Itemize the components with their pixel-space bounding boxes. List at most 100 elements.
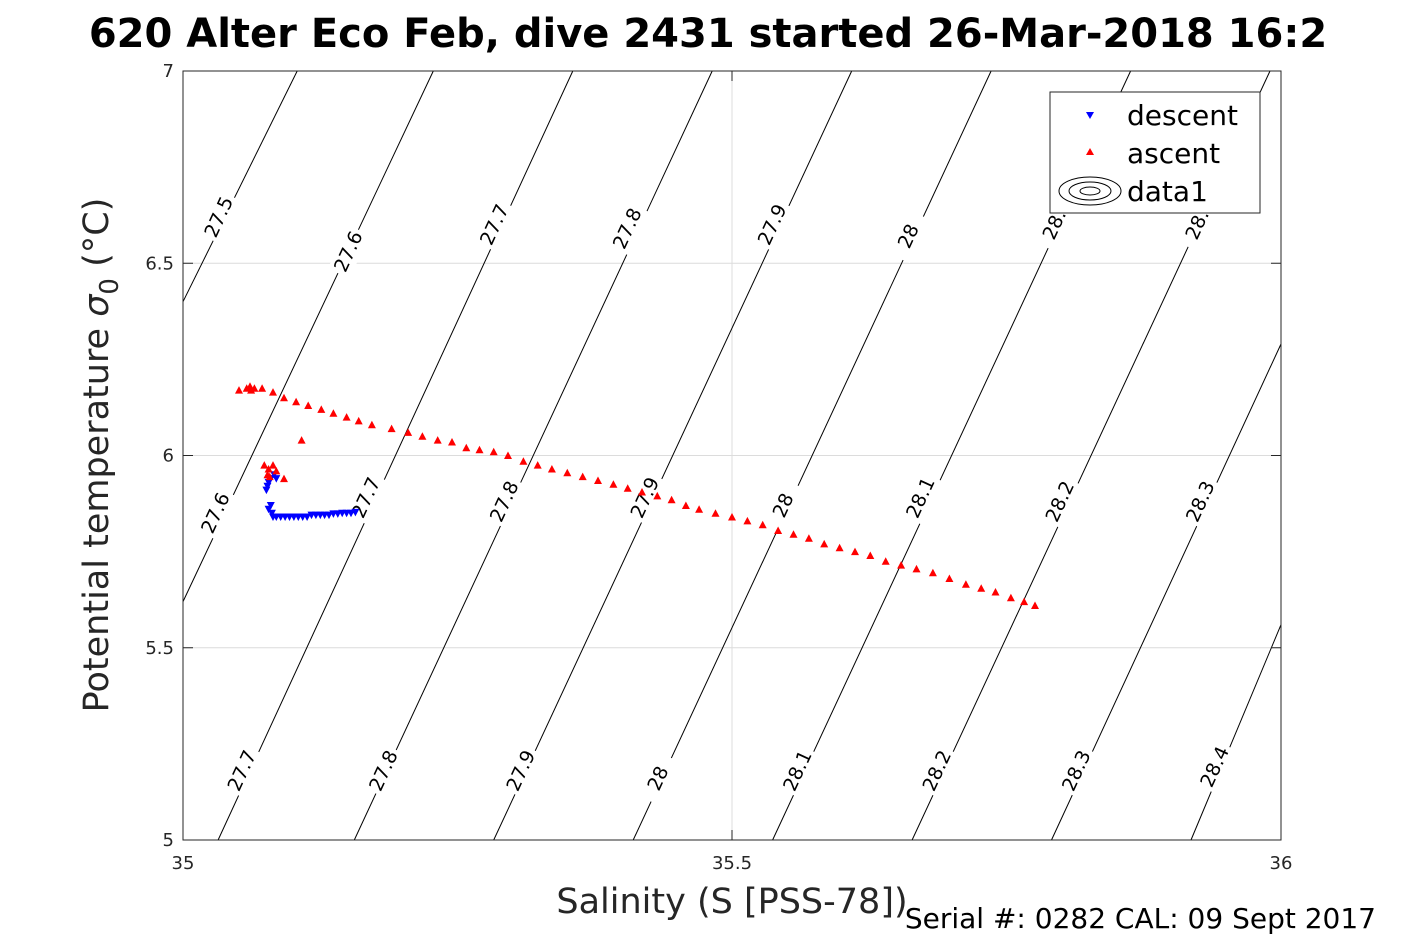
y-tick-label-4: 7 — [163, 61, 174, 82]
contour-label-bg — [221, 743, 264, 798]
ascent-point-62 — [272, 466, 281, 475]
descent-point-3 — [272, 475, 281, 483]
contour-line-0 — [182, 70, 298, 302]
ascent-point-13 — [354, 416, 363, 425]
legend-contour-icon — [1058, 176, 1122, 206]
ascent-point-34 — [667, 495, 676, 504]
contour-label-bg — [500, 743, 543, 798]
descent-point-5 — [263, 482, 272, 491]
ascent-point-1 — [242, 384, 251, 392]
contour-label-bg — [899, 470, 942, 525]
ascent-point-4 — [250, 384, 259, 392]
legend-ascent-marker — [1086, 148, 1094, 155]
ascent-point-28 — [578, 472, 587, 481]
ascent-point-44 — [820, 539, 829, 548]
ascent-point-51 — [928, 568, 937, 577]
legend-descent-marker — [1086, 112, 1094, 119]
ascent-point-45 — [835, 543, 844, 552]
y-tick-label-1: 5.5 — [145, 638, 174, 659]
ascent-point-8 — [292, 397, 301, 406]
y-axis-label-unit: (°C) — [77, 198, 117, 267]
contour-label-bg — [624, 470, 667, 525]
contour-label-bg — [762, 478, 805, 533]
ascent-point-46 — [851, 547, 859, 556]
ascent-point-50 — [912, 564, 921, 573]
ascent-point-15 — [387, 424, 396, 433]
ascent-point-49 — [897, 561, 906, 569]
ascent-point-41 — [774, 526, 783, 534]
legend-box — [1049, 91, 1261, 214]
ascent-point-60 — [264, 465, 273, 473]
ascent-point-64 — [263, 470, 272, 479]
ascent-point-24 — [519, 457, 528, 465]
ascent-point-56 — [1006, 593, 1015, 602]
ascent-point-47 — [866, 551, 875, 559]
ascent-point-54 — [977, 584, 986, 592]
ascent-point-5 — [258, 384, 267, 392]
contour-line-3 — [353, 70, 713, 841]
ascent-point-33 — [653, 491, 662, 500]
ascent-point-12 — [342, 413, 351, 421]
descent-series — [262, 471, 360, 521]
ascent-point-18 — [433, 436, 442, 444]
ascent-point-11 — [329, 409, 338, 417]
ascent-point-21 — [475, 445, 484, 454]
ascent-point-23 — [504, 451, 512, 459]
contour-labels: 27.527.627.7 27.8 27.9 28 28. 28.27.6 27.7 27.8… — [194, 190, 1237, 806]
legend-descent-label: descent — [1127, 99, 1238, 132]
ascent-point-59 — [260, 461, 269, 469]
y-tick-label-2: 6 — [163, 446, 174, 467]
contour-label-bg — [637, 751, 680, 806]
legend-data1-label: data1 — [1127, 175, 1208, 208]
ascent-point-40 — [758, 520, 767, 529]
x-axis-ticks: 35 35.5 36 — [172, 71, 1293, 874]
contour-label-bg — [198, 190, 241, 244]
contour-label-bg — [887, 209, 930, 264]
contour-label-1: 27.6 — [327, 224, 370, 279]
contour-label-bg — [1194, 740, 1237, 794]
x-axis-label: Salinity (S [PSS-78]) — [556, 882, 907, 922]
contour-label-bg — [1039, 474, 1082, 529]
ascent-point-0 — [235, 386, 243, 394]
ascent-point-48 — [881, 557, 890, 565]
ascent-point-35 — [681, 501, 690, 509]
ascent-point-29 — [594, 476, 602, 484]
contour-label-bg — [916, 743, 959, 798]
ascent-point-58 — [1031, 601, 1039, 609]
contour-label-bg — [473, 197, 516, 252]
chart-title: 620 Alter Eco Feb, dive 2431 started 26-… — [89, 11, 1327, 57]
ascent-point-66 — [297, 436, 306, 444]
ascent-point-55 — [991, 588, 1000, 596]
ascent-point-22 — [489, 447, 498, 456]
ascent-point-6 — [269, 388, 277, 396]
x-tick-label-2: 36 — [1270, 853, 1293, 874]
contour-label-bg — [751, 197, 794, 252]
contour-label-bg — [776, 743, 819, 798]
y-tick-label-0: 5 — [163, 830, 174, 851]
descent-point-22 — [325, 511, 333, 520]
contour-label-bg — [1055, 743, 1098, 798]
ascent-point-17 — [418, 432, 427, 440]
ascent-point-26 — [547, 465, 556, 473]
ascent-point-37 — [711, 509, 720, 517]
descent-point-8 — [267, 509, 276, 518]
y-tick-label-3: 6.5 — [145, 253, 174, 274]
ascent-point-36 — [695, 505, 704, 513]
contour-label-bg — [606, 201, 649, 256]
descent-point-17 — [303, 513, 312, 521]
contour-label-18: 27.9 — [500, 743, 543, 798]
serial-calibration-footer: Serial #: 0282 CAL: 09 Sept 2017 — [905, 902, 1376, 935]
ascent-series — [235, 382, 1039, 609]
ascent-point-53 — [961, 580, 970, 588]
contour-line-5 — [632, 70, 992, 841]
contour-label-bg — [483, 474, 526, 529]
ascent-point-32 — [638, 488, 646, 496]
legend-ascent-label: ascent — [1127, 137, 1220, 170]
ascent-point-30 — [609, 480, 618, 488]
contour-label-20: 28.1 — [776, 743, 819, 798]
ascent-point-31 — [623, 484, 632, 492]
ascent-point-27 — [563, 468, 572, 477]
ascent-point-14 — [367, 420, 376, 429]
descent-point-7 — [266, 502, 275, 510]
descent-point-28 — [351, 508, 360, 517]
